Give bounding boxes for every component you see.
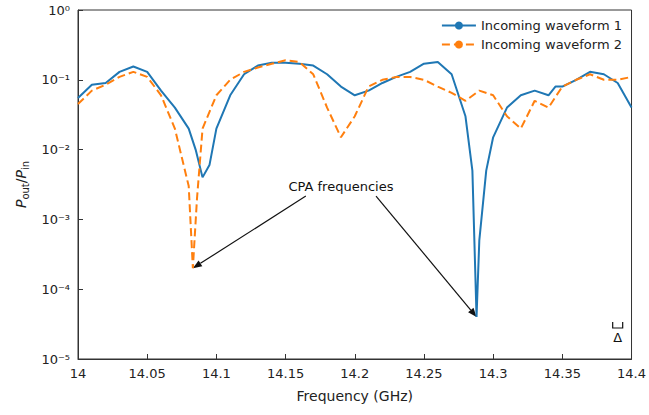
svg-text:P: P — [13, 170, 29, 179]
svg-text:14.15: 14.15 — [267, 366, 304, 381]
svg-text:14.4: 14.4 — [617, 366, 646, 381]
svg-text:CPA frequencies: CPA frequencies — [288, 179, 393, 194]
svg-text:Incoming waveform 2: Incoming waveform 2 — [481, 37, 622, 52]
svg-text:10⁻³: 10⁻³ — [41, 212, 70, 227]
svg-text:14.1: 14.1 — [202, 366, 231, 381]
svg-text:14.05: 14.05 — [129, 366, 166, 381]
svg-text:in: in — [20, 161, 31, 170]
svg-text:Δ: Δ — [613, 330, 622, 345]
svg-text:14.35: 14.35 — [544, 366, 581, 381]
svg-text:10⁻¹: 10⁻¹ — [41, 72, 70, 87]
svg-text:14.3: 14.3 — [479, 366, 508, 381]
svg-text:Incoming waveform 1: Incoming waveform 1 — [481, 18, 622, 33]
svg-text:10⁻⁵: 10⁻⁵ — [41, 352, 70, 367]
svg-text:Frequency (GHz): Frequency (GHz) — [297, 388, 413, 404]
svg-text:P: P — [13, 199, 29, 209]
svg-text:14.25: 14.25 — [405, 366, 442, 381]
svg-text:10⁻²: 10⁻² — [41, 142, 70, 157]
svg-text:10⁻⁴: 10⁻⁴ — [41, 282, 70, 297]
svg-text:10⁰: 10⁰ — [48, 3, 70, 18]
svg-text:out: out — [20, 183, 31, 199]
svg-text:14: 14 — [70, 366, 87, 381]
svg-text:14.2: 14.2 — [340, 366, 369, 381]
